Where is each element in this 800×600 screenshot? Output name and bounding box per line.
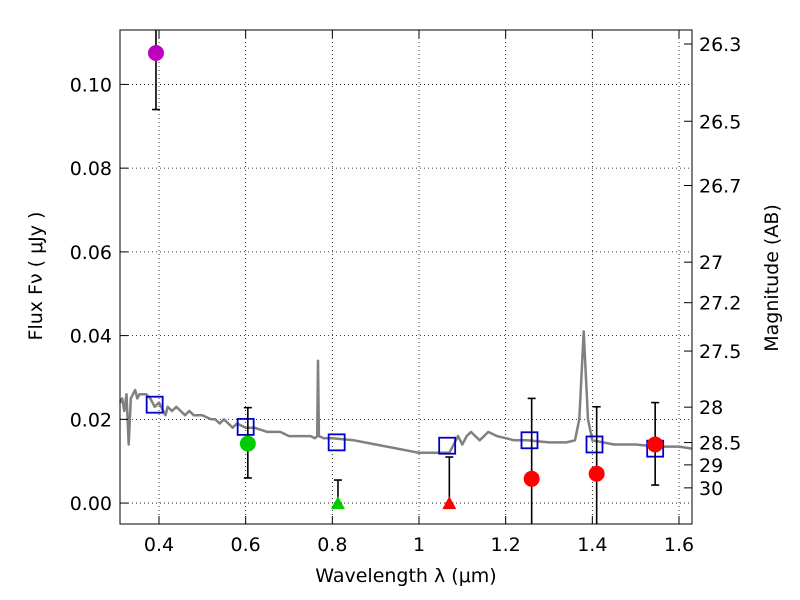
series-layer [118,30,693,524]
y-axis-label: Flux Fν ( μJy ) [25,212,47,341]
template-spectrum-line [118,330,693,455]
model-flux-square-marker [520,431,539,450]
y-tick-label: 0.08 [70,158,112,180]
x-tick-label: 1.2 [491,534,521,556]
y-tick-label: 0.06 [70,242,112,264]
y-tick-label: 0.04 [70,326,112,348]
magnitude-tick-label: 30 [699,478,723,500]
model-flux-square-marker [438,436,457,455]
x-tick-label: 1.4 [577,534,607,556]
magnitude-tick-label: 28.5 [699,433,741,455]
magnitude-tick-label: 28 [699,397,723,419]
x-tick-label: 0.6 [231,534,261,556]
observed-flux-marker [588,465,605,482]
y-tick-label: 0.02 [70,409,112,431]
observed-flux-marker [147,45,164,62]
y-tick-label: 0.00 [70,493,112,515]
x-tick-label: 1 [413,534,425,556]
upper-limit-marker [442,496,457,510]
y-tick-label: 0.10 [70,74,112,96]
tick-layer: 0.4 0.6 0.8 1 1.2 1.4 1.6 0.00 0.02 0.04 0.06 0.08 0… [70,30,741,556]
magnitude-tick-label: 27.5 [699,341,741,363]
x-tick-label: 0.8 [317,534,347,556]
model-flux-square-marker [585,435,604,454]
observed-flux-marker [239,435,256,452]
magnitude-tick-label: 29 [699,455,723,477]
x-axis-label: Wavelength λ (μm) [315,565,496,587]
observed-flux-marker [647,436,664,453]
model-flux-square-marker [236,417,255,436]
x-tick-label: 1.6 [664,534,694,556]
magnitude-tick-label: 26.3 [699,34,741,56]
plot-frame [119,29,693,525]
x-tick-label: 0.4 [144,534,174,556]
model-flux-square-marker [327,433,346,452]
y2-axis-label: Magnitude (AB) [761,204,783,352]
upper-limit-marker [330,496,345,510]
model-flux-square-marker [145,395,164,414]
magnitude-tick-label: 27 [699,252,723,274]
observed-flux-marker [523,470,540,487]
magnitude-tick-label: 26.5 [699,111,741,133]
magnitude-tick-label: 26.7 [699,175,741,197]
magnitude-tick-label: 27.2 [699,293,741,315]
